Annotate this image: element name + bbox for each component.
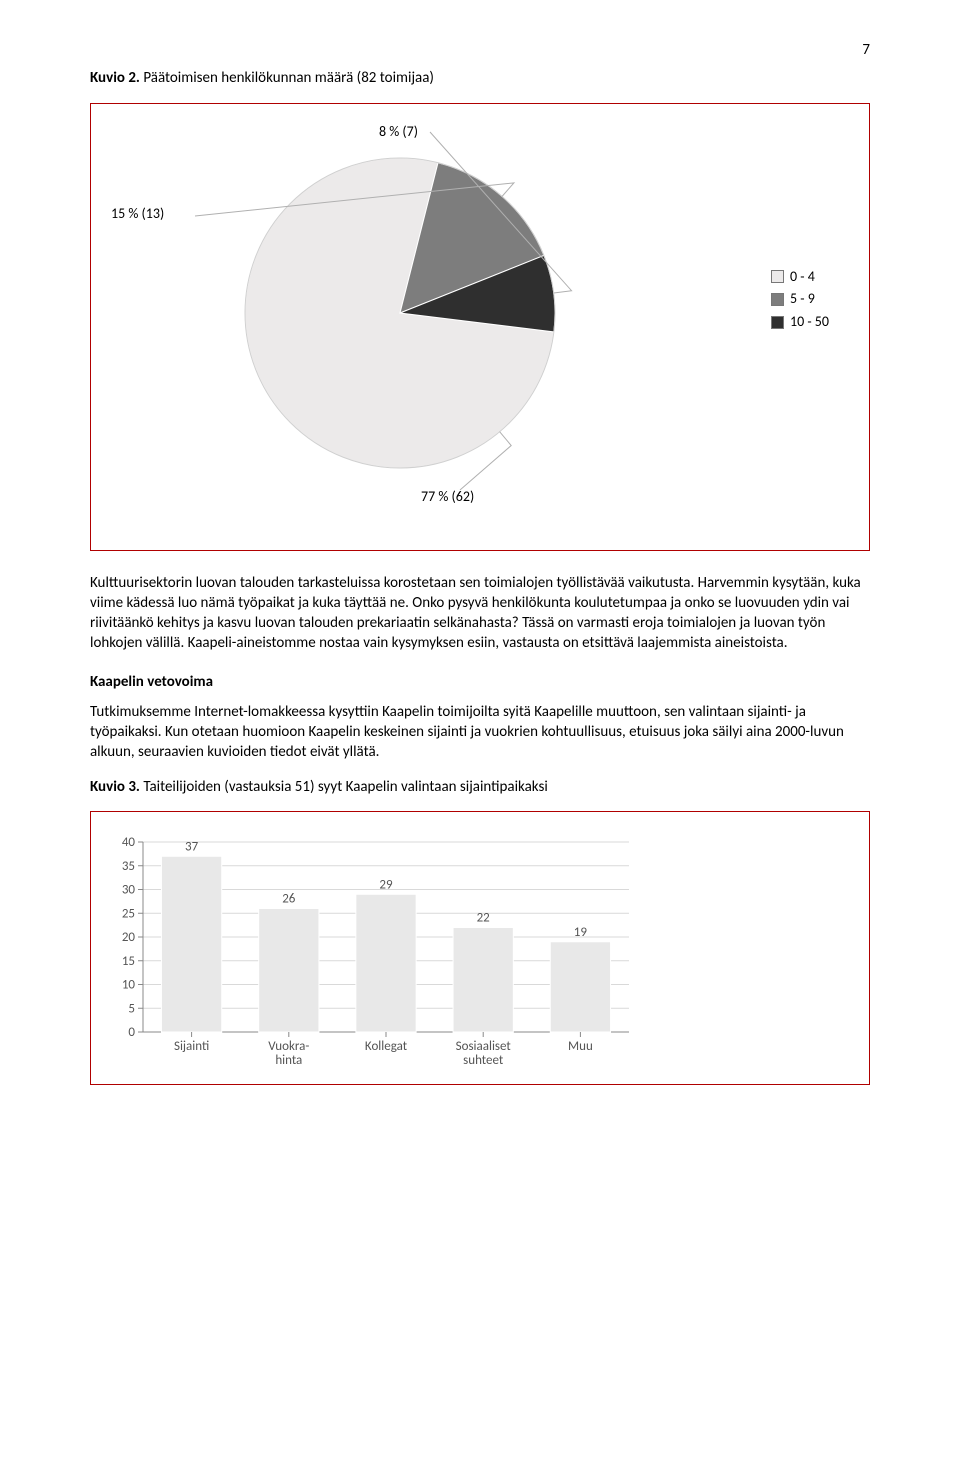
page-number: 7 — [90, 40, 870, 60]
bar-chart-svg: 0 5 10 15 20 25 30 35 40 37 Sijainti 26 Vuokra-hinta… — [99, 820, 639, 1080]
svg-text:29: 29 — [379, 877, 393, 892]
pie-label-slice0: 77 % (62) — [421, 488, 474, 507]
svg-text:22: 22 — [477, 910, 491, 925]
legend-item-0: 0 - 4 — [771, 268, 829, 287]
kuvio3-prefix: Kuvio 3. — [90, 778, 140, 796]
body-paragraph-2: Tutkimuksemme Internet-lomakkeessa kysyt… — [90, 702, 870, 763]
svg-text:26: 26 — [282, 891, 296, 906]
svg-text:hinta: hinta — [275, 1053, 302, 1068]
svg-text:25: 25 — [122, 906, 135, 921]
svg-text:35: 35 — [122, 859, 135, 874]
pie-label-slice2: 8 % (7) — [379, 123, 418, 142]
svg-text:40: 40 — [122, 835, 136, 850]
legend-item-2: 10 - 50 — [771, 313, 829, 332]
kuvio2-caption-rest: Päätoimisen henkilökunnan määrä (82 toim… — [140, 69, 434, 87]
svg-text:37: 37 — [185, 839, 199, 854]
svg-text:30: 30 — [122, 882, 136, 897]
pie-legend: 0 - 4 5 - 9 10 - 50 — [771, 268, 829, 337]
legend-label-2: 10 - 50 — [790, 313, 829, 332]
svg-text:19: 19 — [574, 925, 588, 940]
pie-label-slice1: 15 % (13) — [111, 205, 164, 224]
kuvio3-caption-rest: Taiteilijoiden (vastauksia 51) syyt Kaap… — [140, 778, 548, 796]
kuvio2-prefix: Kuvio 2. — [90, 69, 140, 87]
svg-text:Vuokra-: Vuokra- — [268, 1039, 309, 1054]
svg-text:10: 10 — [122, 977, 136, 992]
legend-label-0: 0 - 4 — [790, 268, 815, 287]
svg-text:Kollegat: Kollegat — [365, 1039, 408, 1054]
body-paragraph-1: Kulttuurisektorin luovan talouden tarkas… — [90, 573, 870, 654]
svg-text:0: 0 — [128, 1025, 135, 1040]
pie-svg — [120, 118, 840, 518]
svg-text:Muu: Muu — [568, 1039, 593, 1054]
legend-swatch-2 — [771, 316, 784, 329]
svg-text:15: 15 — [122, 954, 135, 969]
svg-text:Sosiaaliset: Sosiaaliset — [456, 1039, 512, 1054]
bar-chart-container: 0 5 10 15 20 25 30 35 40 37 Sijainti 26 Vuokra-hinta… — [90, 811, 870, 1085]
legend-swatch-0 — [771, 270, 784, 283]
svg-text:suhteet: suhteet — [463, 1053, 504, 1068]
legend-label-1: 5 - 9 — [790, 290, 815, 309]
legend-swatch-1 — [771, 293, 784, 306]
pie-chart-container: 8 % (7) 15 % (13) 77 % (62) 0 - 4 5 - 9 … — [90, 103, 870, 551]
svg-text:20: 20 — [122, 930, 136, 945]
svg-text:Sijainti: Sijainti — [174, 1039, 209, 1054]
legend-item-1: 5 - 9 — [771, 290, 829, 309]
svg-text:5: 5 — [128, 1001, 135, 1016]
kuvio2-caption: Kuvio 2. Päätoimisen henkilökunnan määrä… — [90, 68, 870, 88]
kuvio3-caption: Kuvio 3. Taiteilijoiden (vastauksia 51) … — [90, 777, 870, 797]
pie-chart: 8 % (7) 15 % (13) 77 % (62) 0 - 4 5 - 9 … — [111, 118, 849, 538]
section-heading: Kaapelin vetovoima — [90, 672, 870, 692]
